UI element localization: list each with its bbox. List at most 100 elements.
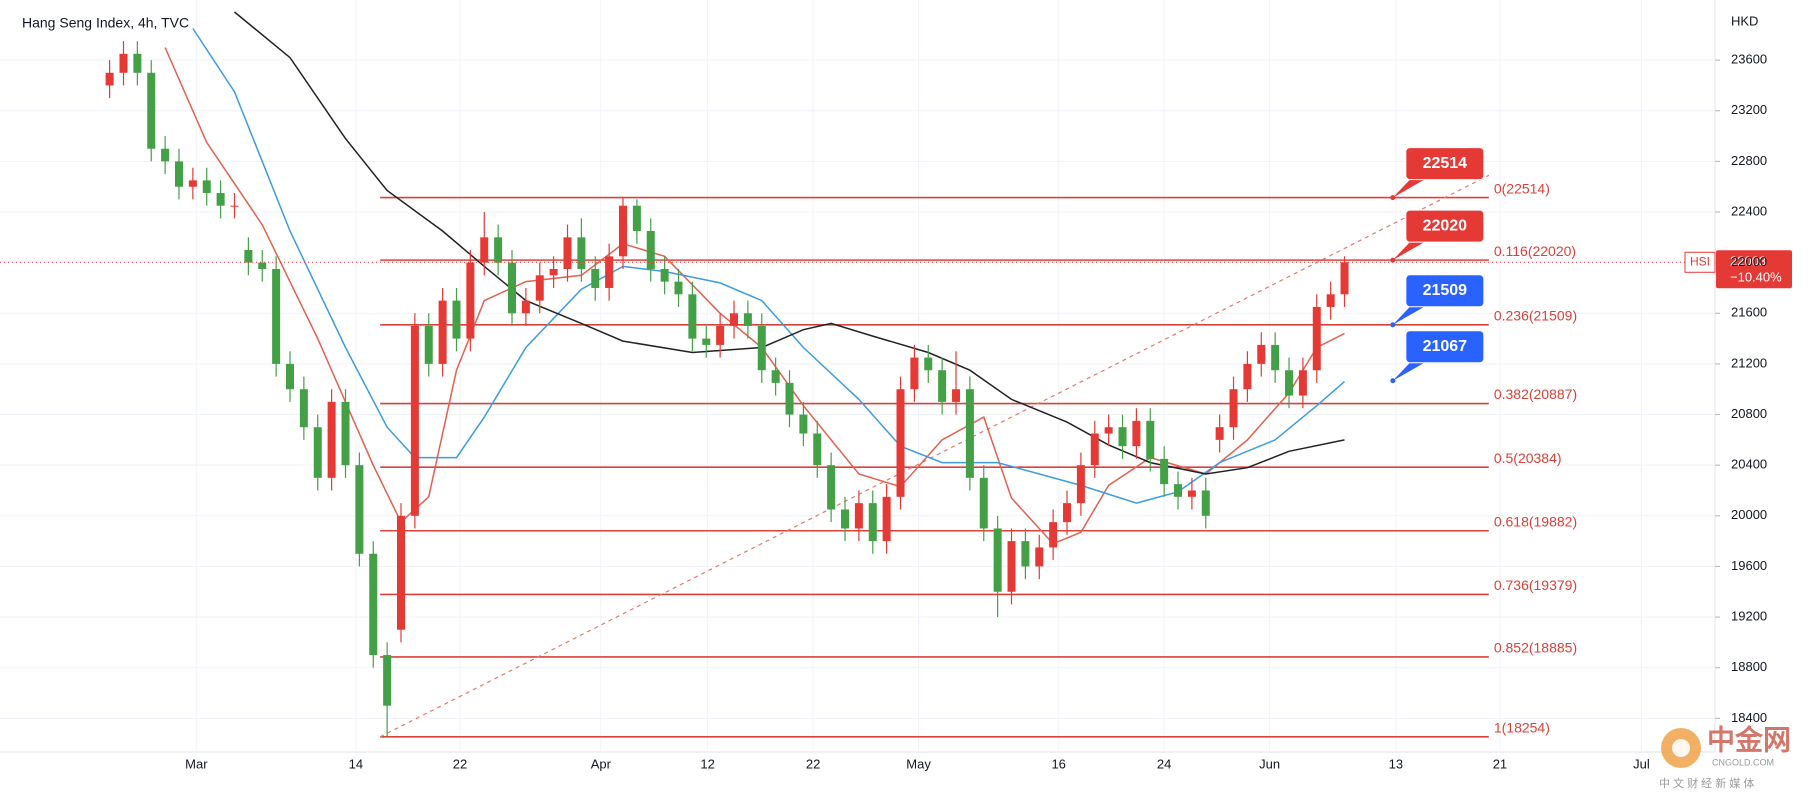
candle-body [258, 262, 267, 269]
candle-body [341, 401, 350, 466]
candle-body [1229, 389, 1238, 428]
candle-body [299, 389, 308, 428]
candle-body [1326, 294, 1335, 307]
candle-body [979, 477, 988, 529]
callout-label: 21067 [1423, 338, 1468, 355]
candle-body [147, 72, 156, 149]
candle-body [161, 148, 170, 162]
x-tick-label: 16 [1051, 756, 1065, 771]
callout-pointer [1392, 177, 1428, 198]
candle-body [202, 180, 211, 194]
watermark-name: 中金网 [1707, 723, 1791, 755]
candle-body [396, 515, 405, 630]
callout-label: 22020 [1423, 217, 1468, 234]
y-tick-label: 20800 [1731, 406, 1767, 421]
callout-pointer [1392, 360, 1428, 381]
candle-body [133, 53, 142, 73]
candle-body [771, 370, 780, 383]
candle-body [882, 496, 891, 542]
candle-body [313, 427, 322, 478]
candle-body [799, 414, 808, 434]
candle-body [216, 193, 225, 206]
fib-label: 0.236(21509) [1494, 308, 1577, 324]
candle-body [272, 268, 281, 364]
y-tick-label: 23600 [1731, 52, 1767, 67]
candle-body [868, 503, 877, 542]
y-tick-label: 23200 [1731, 102, 1767, 117]
candle-body [1104, 427, 1113, 434]
y-tick-label: 19200 [1731, 609, 1767, 624]
candle-body [1174, 484, 1183, 497]
callout-anchor [1390, 257, 1396, 263]
candle-body [1007, 541, 1016, 592]
candle-body [327, 401, 336, 478]
plot-area [105, 11, 1490, 738]
x-tick-label: 12 [700, 756, 714, 771]
y-tick-label: 18400 [1731, 710, 1767, 725]
x-tick-label: 22 [453, 756, 467, 771]
candle-body [535, 275, 544, 301]
last-price-box [1716, 250, 1792, 289]
candle-body [952, 389, 961, 402]
candle-body [1215, 427, 1224, 440]
x-tick-label: 21 [1493, 756, 1507, 771]
candle-body [896, 389, 905, 497]
candle-body [743, 313, 752, 326]
candle-body [577, 237, 586, 269]
callout-box [1405, 147, 1485, 181]
fib-label: 0.618(19882) [1494, 513, 1577, 529]
candle-body [1035, 547, 1044, 567]
y-tick-label: 22800 [1731, 153, 1767, 168]
x-tick-label: May [906, 756, 931, 771]
candle-body [924, 357, 933, 371]
callout-pointer [1392, 304, 1428, 325]
fib-label: 1(18254) [1494, 720, 1550, 736]
callout-anchor [1390, 378, 1396, 384]
candle-body [785, 382, 794, 415]
candle-body [827, 465, 836, 510]
candle-body [1298, 370, 1307, 396]
candle-body [716, 325, 725, 345]
candle-body [1187, 490, 1196, 497]
candle-body [993, 528, 1002, 592]
candle-body [674, 281, 683, 295]
y-tick-label: 18800 [1731, 659, 1767, 674]
trend-line [379, 174, 1490, 738]
candle-body [563, 237, 572, 269]
candle-body [1243, 363, 1252, 390]
callout-anchor [1390, 195, 1396, 201]
x-tick-label: 22 [806, 756, 820, 771]
fib-label: 0.852(18885) [1494, 640, 1577, 656]
overlays: 0(22514) 0.116(22020) 0.236(21509) 0.382(20… [0, 147, 1792, 736]
callout-pointer [1392, 240, 1428, 261]
candle-body [105, 72, 114, 86]
x-tick-label: Jun [1259, 756, 1280, 771]
candle-body [854, 503, 863, 529]
y-tick-label: 20400 [1731, 457, 1767, 472]
candle-body [230, 205, 239, 207]
candle-body [841, 509, 850, 529]
candle-body [494, 237, 503, 263]
candle-body [174, 161, 183, 187]
last-price-change: −10.40% [1730, 270, 1782, 285]
candle-body [965, 389, 974, 478]
candle-body [688, 294, 697, 339]
y-tick-label: 21200 [1731, 355, 1767, 370]
candle-body [813, 433, 822, 466]
candle-body [369, 553, 378, 656]
candle-body [1201, 490, 1210, 516]
candle-body [1340, 262, 1349, 295]
candle-body [549, 268, 558, 276]
candle-body [757, 325, 766, 371]
candle-body [632, 205, 641, 232]
fib-label: 0.5(20384) [1494, 450, 1562, 466]
callout-box [1405, 274, 1485, 308]
candle-body [466, 262, 475, 339]
symbol-box [1684, 251, 1716, 273]
candle-body [1271, 344, 1280, 371]
candle-body [480, 237, 489, 263]
candle-body [1257, 344, 1266, 364]
y-unit: HKD [1731, 13, 1758, 28]
x-tick-label: Mar [185, 756, 208, 771]
